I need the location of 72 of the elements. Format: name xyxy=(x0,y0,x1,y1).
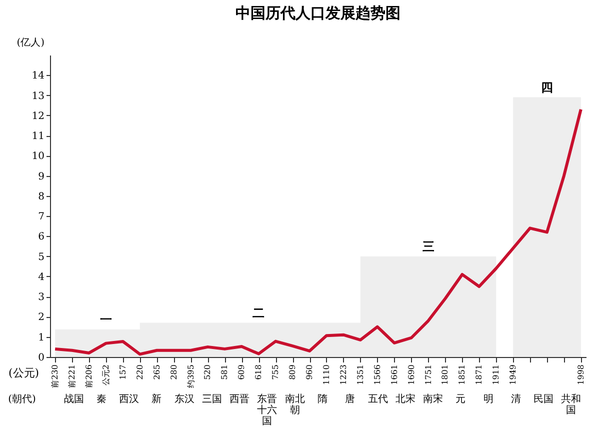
x-tick-label: 220 xyxy=(135,364,144,380)
y-axis-title: (亿人) xyxy=(16,38,45,48)
band-label: 三 xyxy=(422,239,434,254)
band-label: 二 xyxy=(252,306,265,320)
band-label: 四 xyxy=(540,80,553,94)
text: 唐 xyxy=(344,394,356,405)
x-tick-label: 1871 xyxy=(474,364,484,385)
y-tick-label: 6 xyxy=(38,232,44,243)
x-tick-label: 1110 xyxy=(322,364,331,385)
text: 隋 xyxy=(316,394,328,405)
x-tick-label: 1911 xyxy=(492,364,501,385)
text: 西汉 xyxy=(118,394,140,405)
text: 南北朝 xyxy=(284,394,306,416)
x-tick-label: 157 xyxy=(118,364,128,380)
y-tick-label: 8 xyxy=(38,191,44,202)
x-tick-label: 618 xyxy=(254,364,264,380)
x-tick-label: 1690 xyxy=(406,364,416,385)
x-tick-label: 前221 xyxy=(68,364,77,388)
text: (朝代) xyxy=(8,394,36,405)
text: 元 xyxy=(454,394,467,405)
x-tick-label: 609 xyxy=(237,364,246,380)
text: 新 xyxy=(150,394,163,405)
x-axis-title: (公元) xyxy=(8,366,40,380)
x-tick-label: 1998 xyxy=(576,364,586,385)
band-label: 一 xyxy=(100,312,112,326)
x-tick-label: 265 xyxy=(152,364,162,380)
text: 东晋十六国 xyxy=(256,394,278,427)
x-tick-label: 约395 xyxy=(186,364,196,388)
text: 南宋 xyxy=(422,394,444,405)
x-tick-label: 1949 xyxy=(508,364,518,385)
y-tick-label: 13 xyxy=(32,90,44,102)
x-tick-label: 1751 xyxy=(424,364,433,385)
y-tick-label: 4 xyxy=(38,272,44,283)
text: 秦 xyxy=(95,394,108,405)
text: 三国 xyxy=(200,394,223,405)
text: 东汉 xyxy=(173,394,196,405)
text: 战国 xyxy=(62,394,85,405)
x-tick-label: 公元2 xyxy=(101,364,110,386)
x-tick-label: 960 xyxy=(305,364,314,380)
x-tick-label: 280 xyxy=(169,364,178,380)
x-tick-label: 755 xyxy=(271,364,280,380)
y-tick-label: 2 xyxy=(38,312,44,324)
chart-title: 中国历代人口发展趋势图 xyxy=(236,4,400,22)
text: 清 xyxy=(510,394,522,405)
y-tick-label: 1 xyxy=(38,332,44,344)
text: 民国 xyxy=(532,394,555,405)
text: 北宋 xyxy=(394,394,416,405)
x-tick-label: 1661 xyxy=(390,364,399,385)
x-tick-label: 1566 xyxy=(372,364,382,385)
x-tick-label: 581 xyxy=(220,364,230,380)
x-tick-label: 1801 xyxy=(440,364,450,385)
y-tick-label: 9 xyxy=(38,171,44,182)
text: 明 xyxy=(482,394,494,405)
y-tick-label: 7 xyxy=(38,212,44,223)
x-tick-label: 前206 xyxy=(84,364,94,388)
x-tick-label: 1351 xyxy=(356,364,365,385)
y-tick-label: 3 xyxy=(38,292,44,304)
y-tick-label: 12 xyxy=(32,110,44,122)
x-tick-label: 1851 xyxy=(458,364,467,385)
y-tick-label: 0 xyxy=(38,352,44,364)
y-tick-label: 11 xyxy=(32,131,44,142)
line-series xyxy=(54,108,582,356)
x-tick-label: 1223 xyxy=(338,364,348,385)
text: 西晋 xyxy=(228,394,251,405)
x-tick-label: 809 xyxy=(288,364,298,380)
y-tick-label: 14 xyxy=(32,70,44,82)
x-tick-label: 前230 xyxy=(50,364,60,388)
text: 共和国 xyxy=(560,394,582,416)
y-tick-label: 5 xyxy=(38,252,44,263)
x-tick-label: 520 xyxy=(203,364,212,380)
y-tick-label: 10 xyxy=(32,151,44,162)
text: 五代 xyxy=(366,394,389,405)
